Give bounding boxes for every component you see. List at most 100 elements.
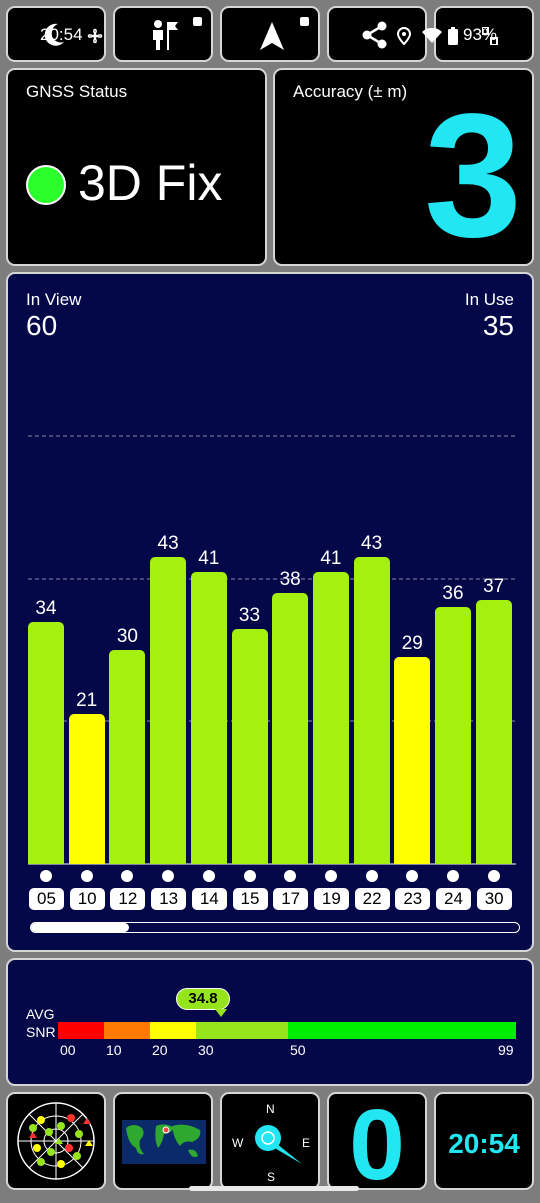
in-use-count: 35 [482,310,514,341]
world-map-tile[interactable] [113,1092,213,1190]
accuracy-title: Accuracy (± m) [293,82,408,101]
snr-tick: 50 [290,1042,306,1058]
snr-bar-value-14: 41 [198,547,220,569]
moon-icon [44,23,64,46]
battery-icon [448,27,458,45]
satellite-used-dot-13 [162,870,175,882]
compass-north: N [266,1102,275,1116]
compass-south: S [267,1170,276,1184]
snr-tick: 10 [106,1042,122,1058]
satellite-prn-14[interactable]: 14 [191,888,227,910]
hiker-flag-icon [153,20,178,50]
satellite-prn-10[interactable]: 10 [69,888,105,910]
snr-bar-10 [68,714,105,864]
snr-bar-value-22: 43 [361,533,383,555]
wifi-icon [422,28,442,43]
satellite-prn-13[interactable]: 13 [151,888,187,910]
satellite-prn-24[interactable]: 24 [436,888,471,910]
chart-scrollbar-thumb[interactable] [31,923,129,932]
snr-bar-chart-grid [28,435,516,865]
satellite-prn-12[interactable]: 12 [110,888,146,910]
snr-bar-value-13: 43 [157,533,179,555]
snr-bar-value-10: 21 [76,690,98,712]
satellite-prn-23[interactable]: 23 [395,888,431,910]
snr-bar-12 [109,650,146,864]
compass-needle-icon [254,1125,302,1164]
count-value: 0 [349,1089,405,1201]
snr-scale-bar [58,1022,516,1039]
lock-icon [300,17,309,26]
grid-icon [482,27,498,45]
snr-tick: 99 [498,1042,514,1058]
snr-bar-value-05: 34 [35,597,57,619]
in-view-label: In View [26,290,82,309]
in-view-count: 60 [26,310,58,341]
share-icon [362,21,387,49]
satellite-used-dot-12 [121,870,134,882]
snr-bar-13 [150,557,187,864]
gnss-status-card[interactable]: GNSS Status 3D Fix [6,68,267,266]
accuracy-value: 3 [424,78,522,274]
location-pin-icon [397,27,411,45]
snr-segment-light-green [196,1022,288,1039]
satellite-prn-17[interactable]: 17 [273,888,309,910]
satellite-prn-15[interactable]: 15 [232,888,268,910]
status-tile-battery[interactable]: 93% [422,6,534,62]
status-tile-share[interactable] [327,6,427,62]
snr-bar-24 [435,607,471,864]
snr-label: SNR [26,1024,56,1040]
satellite-prn-22[interactable]: 22 [354,888,390,910]
status-tile-hiker[interactable] [113,6,213,62]
clock-tile[interactable]: 20:54 [434,1092,534,1190]
snr-bar-value-17: 38 [279,569,301,591]
satellite-used-dot-30 [487,870,500,882]
snr-tick: 20 [152,1042,168,1058]
snr-tick: 30 [198,1042,214,1058]
clock-value: 20:54 [448,1128,520,1159]
count-tile[interactable]: 0 [327,1089,427,1201]
in-use-label: In Use [464,290,514,309]
compass-east: E [302,1136,311,1150]
avg-label: AVG [26,1006,55,1022]
snr-bar-30 [475,600,512,864]
satellite-used-dot-23 [406,870,419,882]
compass-tile[interactable]: N S W E [220,1092,320,1190]
snr-bar-17 [272,593,309,864]
status-tile-time[interactable]: 20:54 [6,6,106,62]
satellite-used-dot-10 [80,870,93,882]
avg-snr-value: 34.8 [176,988,230,1010]
accuracy-card[interactable]: Accuracy (± m) 3 [273,68,534,266]
chart-scrollbar[interactable] [30,922,520,933]
satellite-used-dot-22 [365,870,378,882]
sky-plot-icon [17,1102,95,1180]
snr-bar-value-30: 37 [483,576,505,598]
satellite-used-dot-19 [324,870,337,882]
satellite-used-dot-15 [243,870,256,882]
satellite-used-dot-05 [40,870,52,882]
satellite-used-dot-17 [284,870,297,882]
snr-segment-yellow [150,1022,196,1039]
satellite-prn-05[interactable]: 05 [29,888,64,910]
world-map-icon [122,1120,206,1164]
status-tile-navigation[interactable] [220,6,320,62]
home-indicator[interactable] [189,1186,359,1191]
snr-bar-value-24: 36 [442,583,464,605]
snr-bar-22 [353,557,390,864]
sky-view-tile[interactable] [6,1092,106,1190]
status-time: 20:54 [40,25,83,44]
satellite-prn-19[interactable]: 19 [313,888,349,910]
snr-bar-value-15: 33 [238,604,261,626]
avg-snr-pointer [215,1009,227,1017]
lock-icon [193,17,202,26]
snr-bar-19 [312,571,349,864]
satellite-signal-panel[interactable]: In View 60 In Use 35 34 05 21 10 30 12 43 13 41 1… [6,272,534,952]
satellite-prn-30[interactable]: 30 [476,888,512,910]
navigation-arrow-icon [260,22,284,50]
snr-bar-value-12: 30 [116,626,138,648]
avg-snr-panel[interactable]: AVG SNR 34.8 00 10 20 30 50 99 [6,958,534,1086]
satellite-used-dot-14 [202,870,215,882]
fix-status-text: 3D Fix [78,155,223,211]
gnss-status-title: GNSS Status [26,82,128,101]
snr-bar-value-19: 41 [320,547,342,569]
snr-segment-orange [104,1022,150,1039]
